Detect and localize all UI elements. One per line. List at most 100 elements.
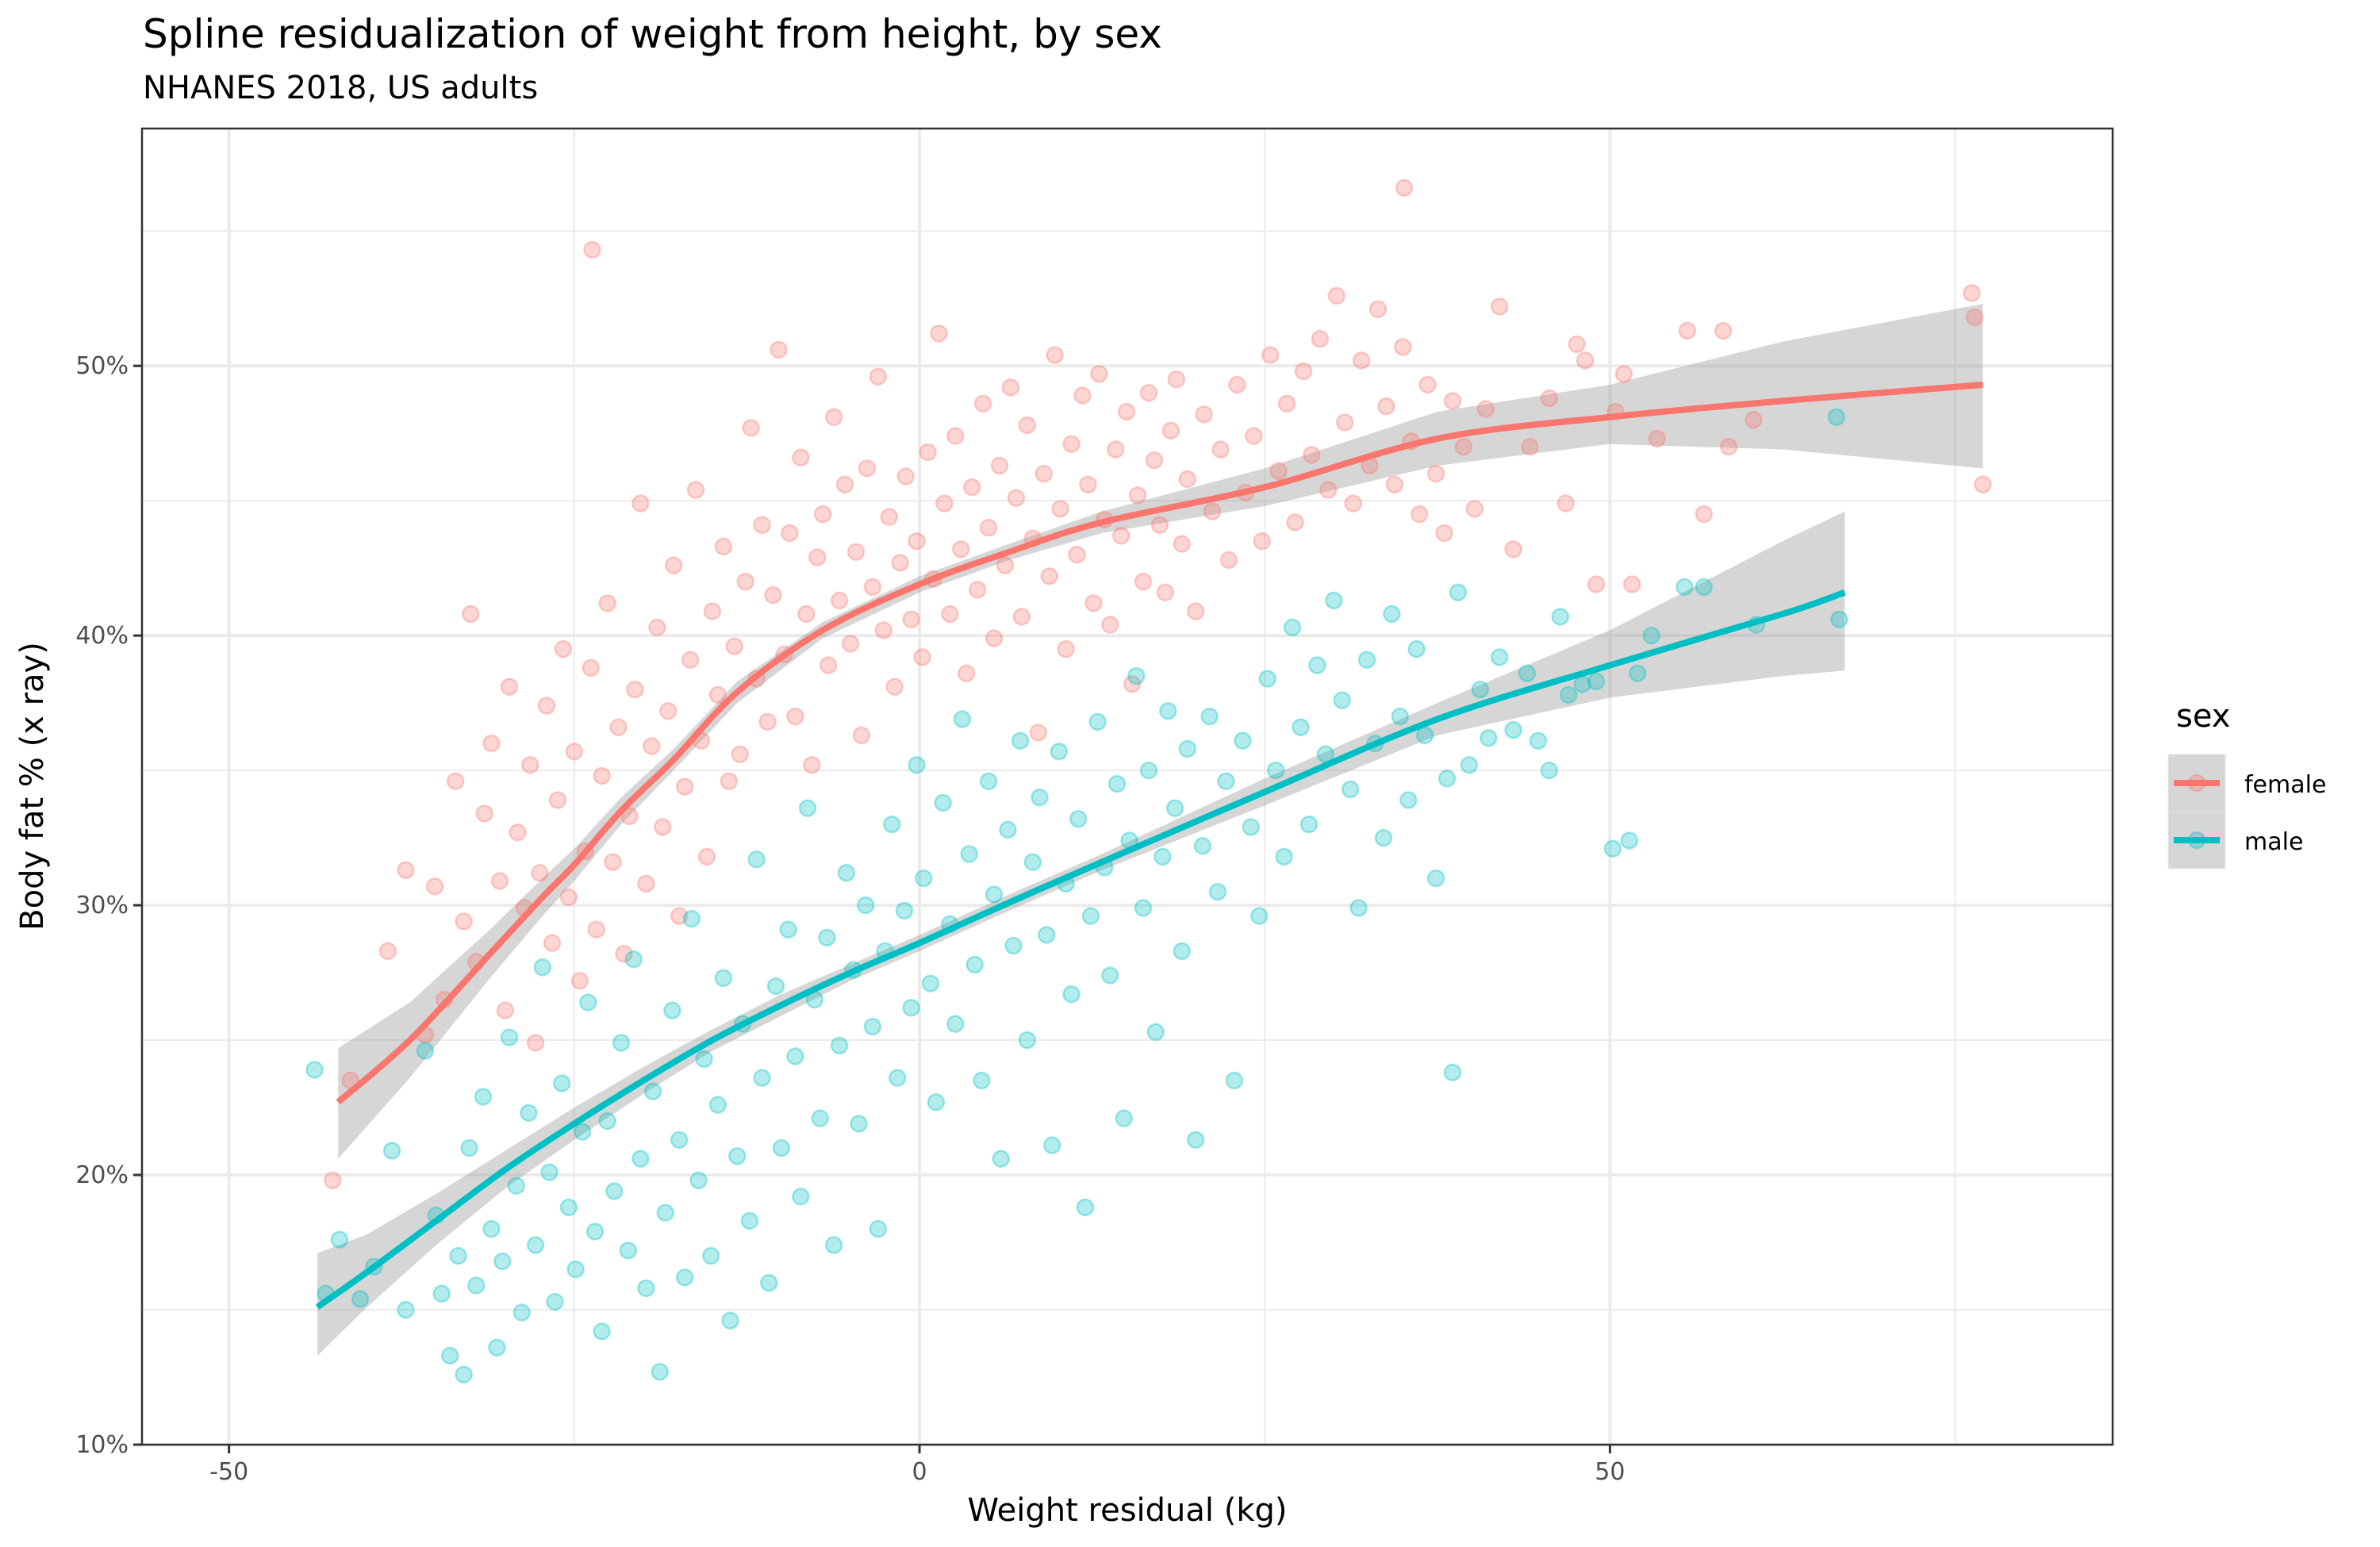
data-point-female xyxy=(1001,378,1020,397)
chart-title: Spline residualization of weight from he… xyxy=(143,11,1162,57)
data-point-male xyxy=(512,1303,531,1322)
data-point-female xyxy=(1253,532,1271,551)
data-point-male xyxy=(1127,666,1146,685)
data-point-male xyxy=(895,901,914,920)
data-point-male xyxy=(416,1042,435,1060)
data-point-male xyxy=(1443,1063,1462,1082)
data-point-female xyxy=(681,651,700,669)
data-point-male xyxy=(786,1047,804,1065)
data-point-female xyxy=(1714,321,1733,340)
data-point-female xyxy=(1678,321,1697,340)
data-point-female xyxy=(1963,284,1981,302)
data-point-female xyxy=(509,823,527,842)
data-point-male xyxy=(727,1146,747,1165)
data-point-male xyxy=(721,1311,739,1330)
data-point-male xyxy=(643,1082,662,1100)
data-point-female xyxy=(1327,286,1345,305)
x-axis-title: Weight residual (kg) xyxy=(967,1492,1287,1529)
data-point-male xyxy=(1642,626,1660,645)
data-point-female xyxy=(1286,513,1304,532)
data-point-male xyxy=(474,1088,493,1106)
data-point-male xyxy=(695,1050,713,1069)
data-point-female xyxy=(990,456,1009,475)
y-tick-label: 20% xyxy=(75,1161,129,1189)
data-point-female xyxy=(1557,494,1575,512)
data-point-female xyxy=(1073,386,1092,405)
data-point-female xyxy=(1335,413,1354,432)
data-point-female xyxy=(1173,535,1192,553)
data-point-male xyxy=(1695,578,1713,597)
data-point-female xyxy=(1145,451,1164,470)
data-point-female xyxy=(1186,602,1205,620)
data-point-female xyxy=(985,629,1004,647)
data-point-female xyxy=(1568,335,1586,354)
data-point-female xyxy=(824,408,843,427)
data-point-female xyxy=(583,240,601,259)
data-point-female xyxy=(802,756,821,774)
data-point-female xyxy=(1277,394,1296,413)
data-point-female xyxy=(446,772,465,790)
data-point-female xyxy=(631,494,650,512)
data-point-female xyxy=(323,1171,342,1190)
data-point-female xyxy=(500,678,519,696)
data-point-male xyxy=(760,1273,778,1292)
data-point-male xyxy=(973,1071,991,1090)
data-point-female xyxy=(1454,437,1473,456)
data-point-female xyxy=(957,664,976,682)
data-point-male xyxy=(467,1276,486,1295)
x-tick-label: 50 xyxy=(1595,1458,1625,1486)
data-point-female xyxy=(896,467,915,486)
data-point-female xyxy=(543,934,562,952)
data-point-female xyxy=(1134,572,1153,591)
data-point-female xyxy=(1051,500,1069,518)
data-point-female xyxy=(548,791,567,809)
data-point-female xyxy=(1418,375,1437,394)
data-point-female xyxy=(703,602,722,620)
data-point-male xyxy=(1299,815,1319,834)
data-point-female xyxy=(1521,437,1539,456)
data-point-male xyxy=(772,1138,791,1157)
data-point-female xyxy=(1385,475,1404,493)
data-point-female xyxy=(1576,351,1595,370)
data-point-female xyxy=(1079,475,1097,493)
data-point-female xyxy=(554,639,573,658)
data-point-male xyxy=(1540,761,1559,780)
data-point-male xyxy=(856,896,875,915)
data-point-male xyxy=(902,999,920,1017)
data-point-female xyxy=(813,505,832,524)
data-point-male xyxy=(1471,680,1490,699)
data-point-male xyxy=(612,1034,631,1052)
data-point-male xyxy=(1042,1136,1061,1154)
data-point-female xyxy=(1395,178,1414,198)
data-point-female xyxy=(1410,505,1429,524)
data-point-male xyxy=(953,710,972,728)
data-point-female xyxy=(1490,298,1509,316)
data-point-male xyxy=(1069,810,1088,828)
data-point-female xyxy=(1476,400,1495,418)
data-point-female xyxy=(462,605,480,624)
confidence-ribbons xyxy=(317,303,1983,1356)
data-point-male xyxy=(798,799,817,817)
data-point-female xyxy=(1219,551,1238,570)
data-point-female xyxy=(648,618,666,637)
data-point-female xyxy=(455,912,473,931)
data-point-female xyxy=(1100,616,1119,634)
data-point-male xyxy=(1529,731,1548,750)
x-axis: -50 0 50 xyxy=(209,1445,1625,1486)
data-point-male xyxy=(460,1138,478,1157)
data-point-male xyxy=(1266,761,1285,780)
data-point-female xyxy=(1344,494,1362,512)
legend-label-female: female xyxy=(2244,771,2327,799)
data-point-male xyxy=(1018,1031,1037,1050)
data-point-male xyxy=(1415,726,1434,745)
data-point-female xyxy=(637,874,655,893)
confidence-ribbon-female xyxy=(338,303,1983,1159)
data-point-male xyxy=(1242,818,1261,836)
data-point-male xyxy=(382,1142,401,1160)
data-point-male xyxy=(675,1268,694,1287)
data-point-male xyxy=(1603,839,1622,858)
data-point-female xyxy=(1046,346,1064,364)
data-point-male xyxy=(1050,743,1069,761)
data-point-male xyxy=(533,958,552,977)
data-point-female xyxy=(863,578,882,597)
